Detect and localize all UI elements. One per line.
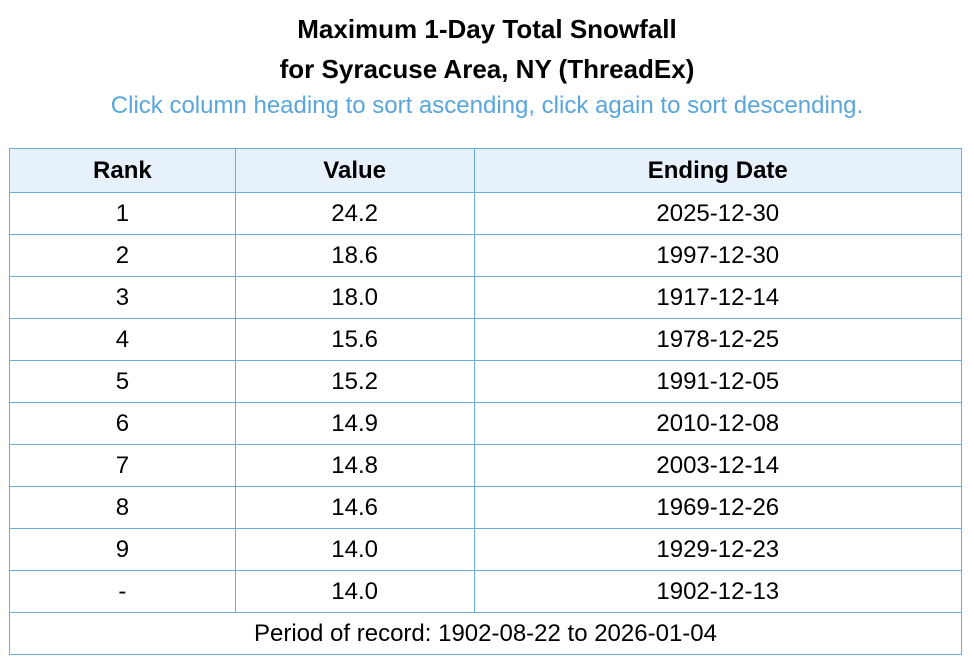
- table-cell: 15.6: [234, 318, 475, 361]
- table-row: 7 14.8 2003-12-14: [9, 444, 963, 487]
- table-cell: 7: [9, 444, 236, 487]
- table-row: 4 15.6 1978-12-25: [9, 318, 963, 361]
- table-cell: 6: [9, 402, 236, 445]
- table-body: 1 24.2 2025-12-30 2 18.6 1997-12-30 3 18.0 1917-…: [9, 192, 963, 655]
- table-cell: 3: [9, 276, 236, 319]
- table-row: 3 18.0 1917-12-14: [9, 276, 963, 319]
- table-cell: 14.0: [234, 570, 475, 613]
- table-cell: -: [9, 570, 236, 613]
- column-heading[interactable]: Rank: [9, 148, 236, 193]
- table-cell: 1997-12-30: [473, 234, 963, 277]
- title-line: for Syracuse Area, NY (ThreadEx): [279, 54, 695, 84]
- column-heading[interactable]: Ending Date: [473, 148, 963, 193]
- footer-cell: Period of record: 1902-08-22 to 2026-01-…: [9, 612, 962, 655]
- table-cell: 4: [9, 318, 236, 361]
- table-cell: 18.0: [234, 276, 475, 319]
- table-cell: 14.9: [234, 402, 475, 445]
- table-cell: 18.6: [234, 234, 475, 277]
- table-cell: 14.0: [234, 528, 475, 571]
- table-cell: 1902-12-13: [473, 570, 963, 613]
- table-cell: 1969-12-26: [473, 486, 963, 529]
- table-cell: 24.2: [234, 192, 475, 235]
- table-row: -14.0 1902-12-13: [9, 570, 963, 613]
- table-cell: 1: [9, 192, 236, 235]
- table-cell: 1978-12-25: [473, 318, 963, 361]
- table-cell: 1991-12-05: [473, 360, 963, 403]
- table-row: 9 14.0 1929-12-23: [9, 528, 963, 571]
- table-cell: 2025-12-30: [473, 192, 963, 235]
- column-heading[interactable]: Value: [234, 148, 475, 193]
- table-row: 6 14.9 2010-12-08: [9, 402, 963, 445]
- table-cell: 8: [9, 486, 236, 529]
- table-row: 1 24.2 2025-12-30: [9, 192, 963, 235]
- table-cell: 1917-12-14: [473, 276, 963, 319]
- table-cell: 5: [9, 360, 236, 403]
- title-line: Maximum 1-Day Total Snowfall: [297, 14, 677, 44]
- table-cell: 14.6: [234, 486, 475, 529]
- table-cell: 9: [9, 528, 236, 571]
- table-cell: 2010-12-08: [473, 402, 963, 445]
- footer-row: Period of record: 1902-08-22 to 2026-01-…: [9, 612, 962, 655]
- table-cell: 14.8: [234, 444, 475, 487]
- table-cell: 1929-12-23: [473, 528, 963, 571]
- table-cell: 2003-12-14: [473, 444, 963, 487]
- header-row: Rank Value Ending Date: [9, 148, 963, 193]
- table-row: 2 18.6 1997-12-30: [9, 234, 963, 277]
- table-row: 8 14.6 1969-12-26: [9, 486, 963, 529]
- table-cell: 2: [9, 234, 236, 277]
- data-table: Rank Value Ending Date 1 24.2 2025-12-30 2 18.…: [9, 148, 963, 655]
- table-cell: 15.2: [234, 360, 475, 403]
- table-row: 5 15.2 1991-12-05: [9, 360, 963, 403]
- subtitle: Click column heading to sort ascending, …: [110, 92, 864, 119]
